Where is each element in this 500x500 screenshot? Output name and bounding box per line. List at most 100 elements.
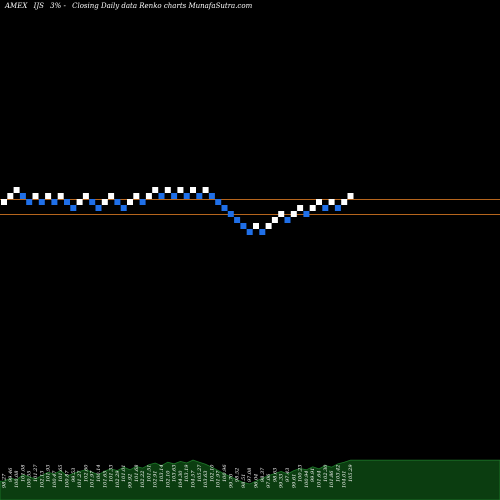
down-brick — [183, 193, 190, 199]
reference-lines — [0, 199, 500, 215]
x-tick-label: 101.65 — [102, 471, 108, 489]
down-brick — [215, 199, 222, 205]
x-tick-label: 97.43 — [285, 468, 291, 482]
up-brick — [127, 199, 133, 205]
up-brick — [1, 199, 7, 205]
down-brick — [70, 205, 77, 211]
x-tick-label: 100.94 — [304, 471, 310, 489]
x-tick-label: 99.70 — [228, 473, 234, 488]
x-tick-label: 100.08 — [14, 471, 20, 489]
x-tick-label: 102.30 — [323, 464, 329, 482]
down-brick — [303, 211, 310, 217]
x-tick-label: 102.13 — [39, 471, 45, 489]
up-brick — [133, 193, 140, 199]
up-brick — [82, 193, 89, 199]
down-brick — [139, 199, 146, 205]
up-brick — [13, 187, 20, 193]
x-tick-label: 100.23 — [298, 465, 304, 483]
volume-area-shape — [0, 459, 500, 500]
down-brick — [284, 217, 291, 223]
down-brick — [227, 211, 234, 217]
x-tick-label: 101.01 — [121, 465, 127, 483]
x-tick-label: 101.64 — [317, 471, 323, 489]
down-brick — [171, 193, 178, 199]
down-brick — [334, 205, 341, 211]
x-tick-label: 101.68 — [134, 465, 140, 483]
down-brick — [38, 199, 45, 205]
change-label: 3% - — [50, 2, 66, 10]
x-tick-label: 105.27 — [197, 464, 203, 482]
x-tick-label: 102.91 — [153, 471, 159, 489]
exchange-label: AMEX — [4, 2, 28, 10]
down-brick — [240, 223, 247, 229]
x-tick-label: 100.96 — [222, 464, 228, 482]
x-tick-label: 100.14 — [96, 465, 102, 483]
x-tick-label: 98.27 — [2, 473, 8, 488]
down-brick — [208, 193, 215, 199]
up-brick — [190, 187, 196, 193]
x-tick-label: 104.01 — [342, 471, 348, 489]
up-brick — [108, 193, 115, 199]
x-tick-label: 102.10 — [209, 464, 215, 482]
symbol-label: IJS — [33, 2, 45, 10]
up-brick — [32, 193, 39, 199]
x-tick-label: 102.60 — [83, 464, 89, 482]
x-tick-label: 102.29 — [115, 470, 121, 488]
down-brick — [114, 199, 121, 205]
renko-bricks — [1, 187, 354, 235]
up-brick — [76, 199, 83, 205]
up-brick — [347, 193, 354, 199]
up-brick — [265, 223, 272, 229]
up-brick — [297, 205, 304, 211]
up-brick — [253, 223, 259, 229]
x-tick-label: 98.51 — [241, 474, 247, 488]
down-brick — [322, 205, 329, 211]
x-tick-label: 98.63 — [272, 468, 278, 482]
x-tick-label: 105.29 — [348, 464, 354, 482]
x-tick-label: 101.27 — [33, 464, 39, 482]
description-label: Closing Daily data Renko charts MunafaSu… — [72, 2, 252, 10]
x-tick-label: 98.37 — [260, 467, 266, 482]
down-brick — [19, 193, 26, 199]
x-tick-label: 101.08 — [20, 465, 26, 483]
up-brick — [278, 211, 285, 217]
down-brick — [196, 193, 203, 199]
up-brick — [57, 193, 64, 199]
x-tick-label: 101.97 — [216, 470, 222, 488]
x-tick-label: 101.27 — [77, 470, 83, 488]
x-tick-label: 99.92 — [128, 474, 134, 488]
down-brick — [51, 199, 58, 205]
volume-area — [0, 459, 500, 500]
down-brick — [120, 205, 127, 211]
x-tick-label: 99.53 — [71, 468, 77, 482]
up-brick — [101, 199, 108, 205]
x-tick-label: 99.91 — [310, 468, 316, 482]
up-brick — [316, 199, 322, 205]
x-tick-label: 101.51 — [146, 465, 152, 483]
x-tick-label: 101.97 — [90, 470, 96, 488]
x-tick-label: 99.61 — [291, 474, 297, 488]
x-tick-label: 99.46 — [8, 467, 14, 482]
x-tick-label: 97.06 — [266, 473, 272, 488]
x-tick-label: 100.55 — [27, 471, 33, 489]
x-tick-label: 98.52 — [235, 468, 241, 482]
x-tick-label: 100.47 — [52, 470, 58, 488]
x-tick-label: 101.86 — [329, 470, 335, 488]
chart-header: AMEX IJS 3% - Closing Daily data Renko c… — [4, 2, 253, 10]
up-brick — [177, 187, 184, 193]
up-brick — [45, 193, 52, 199]
up-brick — [152, 187, 159, 193]
x-tick-label: 103.19 — [184, 464, 190, 482]
down-brick — [64, 199, 70, 205]
x-axis-labels: 98.27 99.46 100.08 101.08 100.55 101.27 102.13… — [2, 464, 355, 488]
down-brick — [259, 229, 266, 235]
x-tick-label: 101.65 — [58, 465, 64, 483]
x-tick-label: 97.08 — [247, 468, 253, 482]
x-tick-label: 101.33 — [109, 465, 115, 483]
x-tick-label: 103.14 — [159, 465, 165, 483]
up-brick — [328, 199, 335, 205]
up-brick — [271, 217, 278, 223]
up-brick — [164, 187, 171, 193]
down-brick — [95, 205, 102, 211]
